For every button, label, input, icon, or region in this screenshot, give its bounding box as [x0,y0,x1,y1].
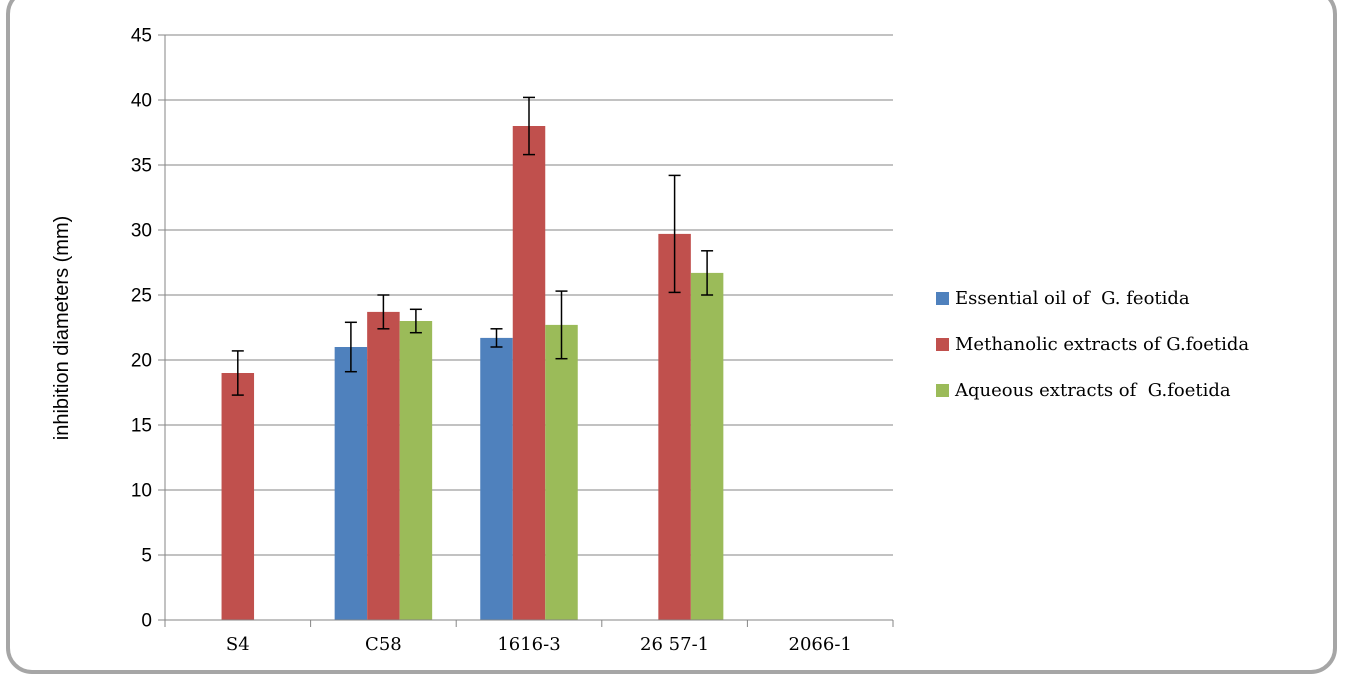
bars [221,126,724,620]
bar [399,321,433,620]
legend-swatch [936,292,949,305]
x-tick-labels: S4 C58 1616-3 26 57-1 2066-1 [226,634,852,655]
x-tick-label: 26 57-1 [640,634,709,655]
y-tick-label: 30 [131,221,152,242]
legend-label: Essential oil of G. feotida [955,288,1190,309]
y-tick-label: 25 [131,286,152,307]
y-tick-label: 45 [131,26,152,47]
legend-label: Aqueous extracts of G.foetida [954,380,1231,401]
y-tick-label: 40 [131,91,152,112]
legend: Essential oil of G. feotida Methanolic ex… [936,288,1249,401]
y-tick-label: 20 [131,351,152,372]
y-tick-label: 0 [141,611,152,632]
legend-label: Methanolic extracts of G.foetida [955,334,1249,355]
bar [367,311,400,620]
y-tick-label: 10 [131,481,152,502]
y-tick-label: 35 [131,156,152,177]
axes [158,34,894,627]
legend-swatch [936,338,949,351]
bar [221,373,255,620]
bar [690,272,724,620]
x-tick-label: 1616-3 [497,634,560,655]
bar [480,337,513,620]
bar [658,233,691,620]
error-bars [231,96,714,396]
y-tick-labels: 0 5 10 15 20 25 30 35 40 45 [131,26,152,632]
x-tick-label: 2066-1 [789,634,852,655]
bar [334,347,368,620]
bar [545,324,578,620]
x-tick-label: C58 [365,634,402,655]
y-tick-label: 5 [141,546,152,567]
legend-swatch [936,384,949,397]
y-tick-label: 15 [131,416,152,437]
bar [512,126,546,620]
y-axis-title: inhibition diameters (mm) [51,216,73,441]
x-tick-label: S4 [226,634,250,655]
